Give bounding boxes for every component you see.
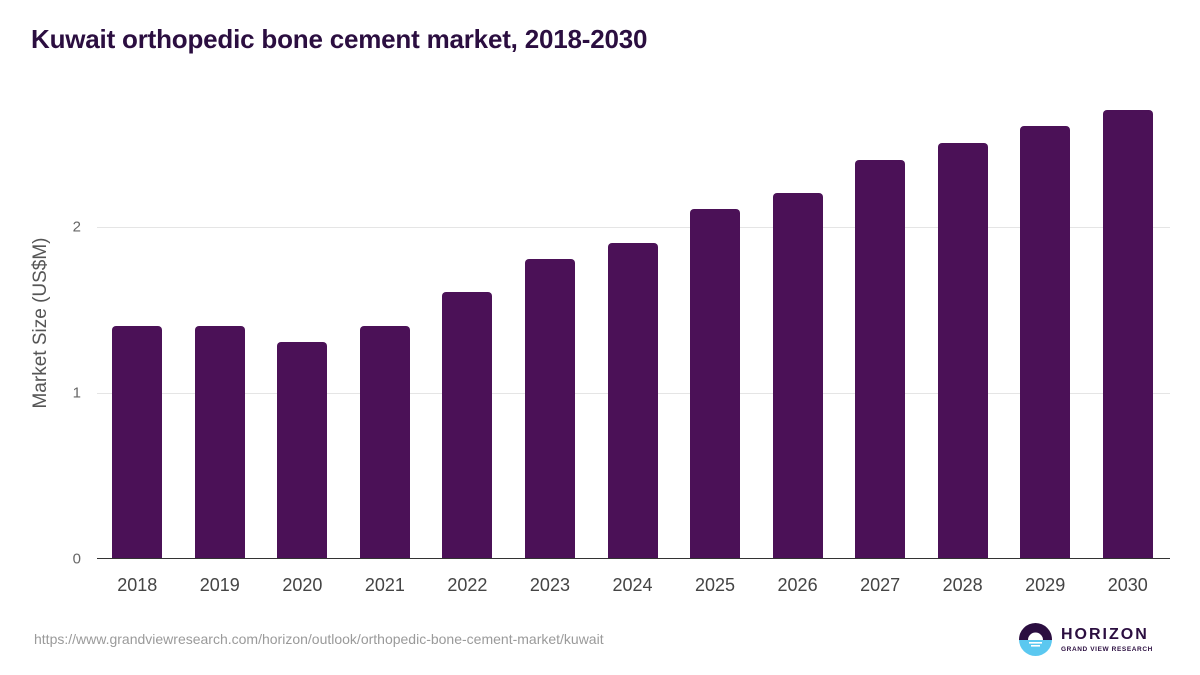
bar-2020[interactable] [277,342,328,558]
bar-2018[interactable] [112,326,163,558]
x-tick-2019: 2019 [199,575,240,595]
x-axis-line [97,558,1170,559]
x-tick-2028: 2028 [942,575,983,595]
plot-area: 2 1 0 2018 2019 2020 2021 2022 2023 2024 2025 20… [73,60,1170,595]
horizon-logo: HORIZON GRAND VIEW RESEARCH [1019,623,1153,656]
bar-2022[interactable] [442,292,493,558]
x-tick-2024: 2024 [612,575,653,595]
source-url: https://www.grandviewresearch.com/horizo… [34,631,604,647]
bar-2021[interactable] [359,326,410,558]
x-tick-2023: 2023 [529,575,570,595]
y-tick-0: 0 [72,550,81,568]
x-tick-2030: 2030 [1107,575,1148,595]
bar-2026[interactable] [772,193,823,558]
horizon-logo-icon [1019,623,1052,656]
bar-2019[interactable] [194,326,245,558]
bar-2029[interactable] [1020,126,1071,558]
bar-2025[interactable] [690,209,741,558]
bar-2028[interactable] [937,143,988,558]
x-tick-2026: 2026 [777,575,818,595]
bar-2023[interactable] [524,259,575,558]
x-tick-2025: 2025 [695,575,736,595]
x-tick-2029: 2029 [1025,575,1066,595]
x-tick-2022: 2022 [447,575,488,595]
y-tick-2: 2 [72,218,81,236]
x-tick-2020: 2020 [282,575,323,595]
logo-name: HORIZON [1061,625,1149,643]
y-axis-label: Market Size (US$M) [30,237,51,409]
logo-subtitle: GRAND VIEW RESEARCH [1061,645,1153,653]
gridline-2 [97,227,1170,228]
bar-2030[interactable] [1102,110,1153,558]
chart-title: Kuwait orthopedic bone cement market, 20… [31,24,648,54]
bar-2024[interactable] [607,243,658,558]
x-tick-2021: 2021 [364,575,405,595]
bar-2027[interactable] [855,160,906,558]
x-tick-2027: 2027 [860,575,901,595]
x-tick-2018: 2018 [117,575,158,595]
y-tick-1: 1 [72,384,81,402]
